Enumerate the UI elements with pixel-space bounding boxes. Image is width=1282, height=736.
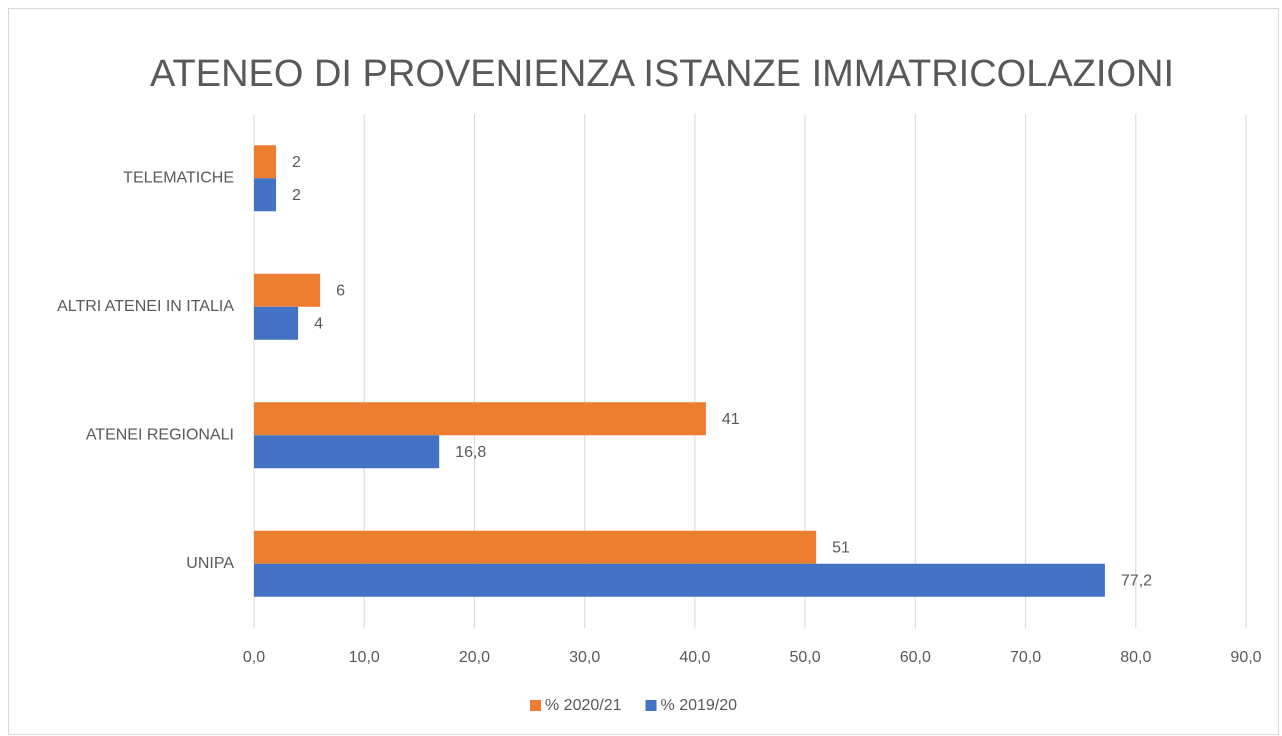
data-label: 2 — [292, 154, 301, 171]
data-label: 51 — [832, 539, 850, 556]
bar — [254, 306, 299, 340]
x-tick-label: 60,0 — [900, 649, 931, 666]
bar — [254, 145, 277, 179]
legend-swatch — [645, 700, 657, 711]
data-label: 2 — [292, 187, 301, 204]
data-label: 6 — [336, 282, 345, 299]
x-tick-label: 20,0 — [459, 649, 490, 666]
x-tick-label: 50,0 — [790, 649, 821, 666]
x-tick-label: 70,0 — [1010, 649, 1041, 666]
data-label: 41 — [722, 411, 740, 428]
x-tick-label: 80,0 — [1120, 649, 1151, 666]
data-label: 16,8 — [455, 444, 486, 461]
bar — [254, 563, 1105, 597]
x-tick-label: 90,0 — [1230, 649, 1261, 666]
y-tick-label: TELEMATICHE — [123, 169, 234, 186]
y-tick-label: ATENEI REGIONALI — [86, 426, 234, 443]
legend-swatch — [530, 700, 541, 711]
x-tick-label: 30,0 — [569, 649, 600, 666]
x-tick-label: 0,0 — [243, 649, 265, 666]
y-tick-label: ALTRI ATENEI IN ITALIA — [57, 298, 234, 315]
y-tick-label: UNIPA — [186, 555, 234, 572]
bar — [254, 530, 817, 564]
bar — [254, 178, 277, 212]
data-label: 4 — [314, 315, 323, 332]
x-tick-label: 40,0 — [679, 649, 710, 666]
chart-title: ATENEO DI PROVENIENZA ISTANZE IMMATRICOL… — [150, 53, 1174, 95]
bar — [254, 402, 706, 436]
x-tick-label: 10,0 — [349, 649, 380, 666]
chart-border — [8, 8, 1279, 735]
bar — [254, 435, 440, 469]
bar — [254, 273, 321, 307]
legend-label: % 2019/20 — [661, 697, 738, 714]
data-label: 77,2 — [1121, 572, 1152, 589]
legend-label: % 2020/21 — [545, 697, 622, 714]
